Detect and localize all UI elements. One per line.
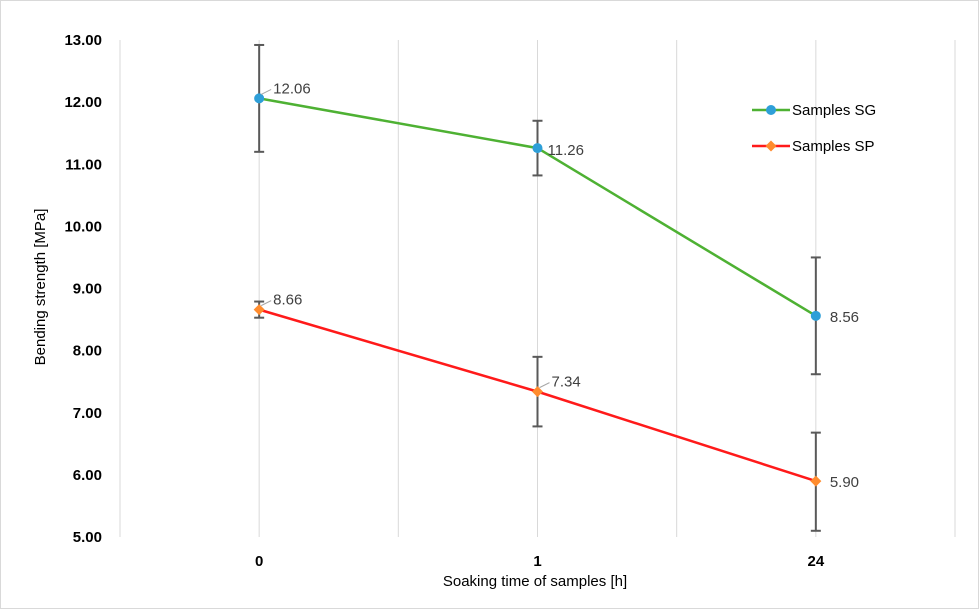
samples-sp-point xyxy=(810,475,822,487)
y-tick-label: 7.00 xyxy=(73,405,102,422)
legend-marker xyxy=(765,140,777,152)
x-tick-label: 24 xyxy=(807,553,824,570)
legend: Samples SG Samples SP xyxy=(752,102,876,155)
y-tick-label: 10.00 xyxy=(64,218,102,235)
samples-sg-point xyxy=(254,93,265,104)
data-label: 8.66 xyxy=(273,292,302,309)
data-label-leader xyxy=(260,300,272,307)
legend-marker xyxy=(766,105,776,115)
x-axis-label: Soaking time of samples [h] xyxy=(443,573,627,590)
y-tick-label: 9.00 xyxy=(73,281,102,298)
data-label: 5.90 xyxy=(830,474,859,491)
samples-sp-point xyxy=(532,386,543,398)
data-label-leader xyxy=(260,88,272,95)
series-markers xyxy=(253,93,822,487)
x-tick-label: 0 xyxy=(255,553,263,570)
data-label-leader xyxy=(539,382,550,389)
data-labels: 12.06 11.26 8.56 8.66 7.34 5.90 xyxy=(260,80,859,491)
data-label: 8.56 xyxy=(830,309,859,326)
y-tick-label: 8.00 xyxy=(73,343,102,360)
x-tick-label: 1 xyxy=(533,553,541,570)
y-tick-label: 11.00 xyxy=(65,156,102,173)
legend-label: Samples SP xyxy=(792,138,875,155)
samples-sg-point xyxy=(810,310,821,321)
samples-sp-point xyxy=(253,304,265,316)
x-tick-labels: 0 1 24 xyxy=(255,553,825,570)
y-tick-label: 12.00 xyxy=(64,94,102,111)
y-tick-label: 5.00 xyxy=(73,529,102,546)
data-label: 11.26 xyxy=(548,142,584,159)
data-label: 7.34 xyxy=(552,374,581,391)
y-axis-label: Bending strength [MPa] xyxy=(32,209,49,366)
data-label: 12.06 xyxy=(273,80,311,97)
samples-sg-point xyxy=(532,143,543,154)
y-tick-label: 13.00 xyxy=(64,32,102,49)
y-tick-label: 6.00 xyxy=(73,467,102,484)
legend-label: Samples SG xyxy=(792,102,876,119)
y-tick-labels: 5.00 6.00 7.00 8.00 9.00 10.00 11.00 12.00 13.00 xyxy=(64,32,102,546)
